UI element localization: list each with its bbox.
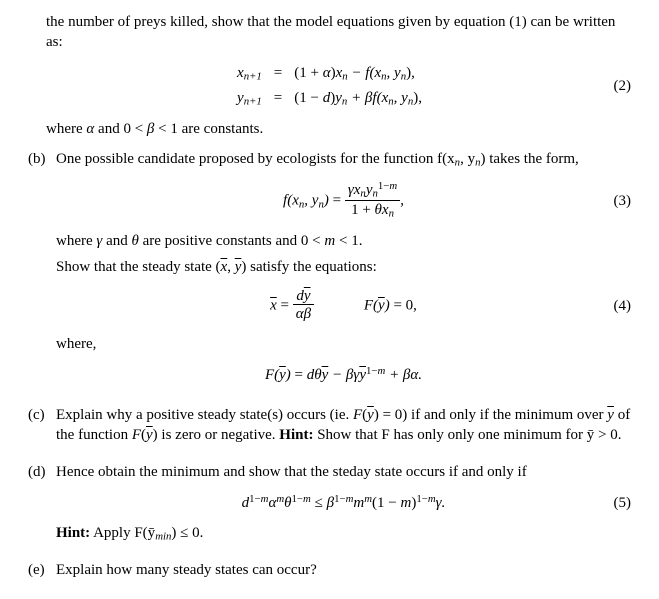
item-b-after3a: where γ and θ are positive constants and… [56,231,631,251]
item-b-label: (b) [28,149,56,395]
item-d: (d) Hence obtain the minimum and show th… [28,462,631,551]
item-e: (e) Explain how many steady states can o… [28,560,631,586]
equation-4: x = dy αβ F(y) = 0, (4) [56,288,631,324]
equation-Fdef: F(y) = dθy − βγy1−m + βα. [56,364,631,385]
item-b-where: where, [56,334,631,354]
item-e-text: Explain how many steady states can occur… [56,560,631,580]
item-c-label: (c) [28,405,56,452]
prev-paragraph-tail: the number of preys killed, show that th… [46,12,631,53]
item-c: (c) Explain why a positive steady state(… [28,405,631,452]
item-c-text: Explain why a positive steady state(s) o… [56,405,631,446]
item-e-label: (e) [28,560,56,586]
constants-note: where α and 0 < β < 1 are constants. [46,119,631,139]
equation-5: d1−mαmθ1−m ≤ β1−mmm(1 − m)1−mγ. (5) [56,492,631,513]
item-b-after3b: Show that the steady state (x, y) satisf… [56,257,631,277]
item-b: (b) One possible candidate proposed by e… [28,149,631,395]
item-d-hint: Hint: Apply F(ȳmin) ≤ 0. [56,523,631,544]
item-d-label: (d) [28,462,56,551]
item-b-text1: One possible candidate proposed by ecolo… [56,149,631,170]
item-d-text: Hence obtain the minimum and show that t… [56,462,631,482]
equation-number-2: (2) [614,76,632,96]
equation-3: f(xn, yn) = γxnyn1−m 1 + θxn , (3) [56,181,631,222]
equation-number-3: (3) [614,191,632,211]
equation-2: xn+1 = (1 + α)xn − f(xn, yn), yn+1 = (1 … [28,63,631,110]
equation-number-4: (4) [614,296,632,316]
equation-number-5: (5) [614,492,632,512]
